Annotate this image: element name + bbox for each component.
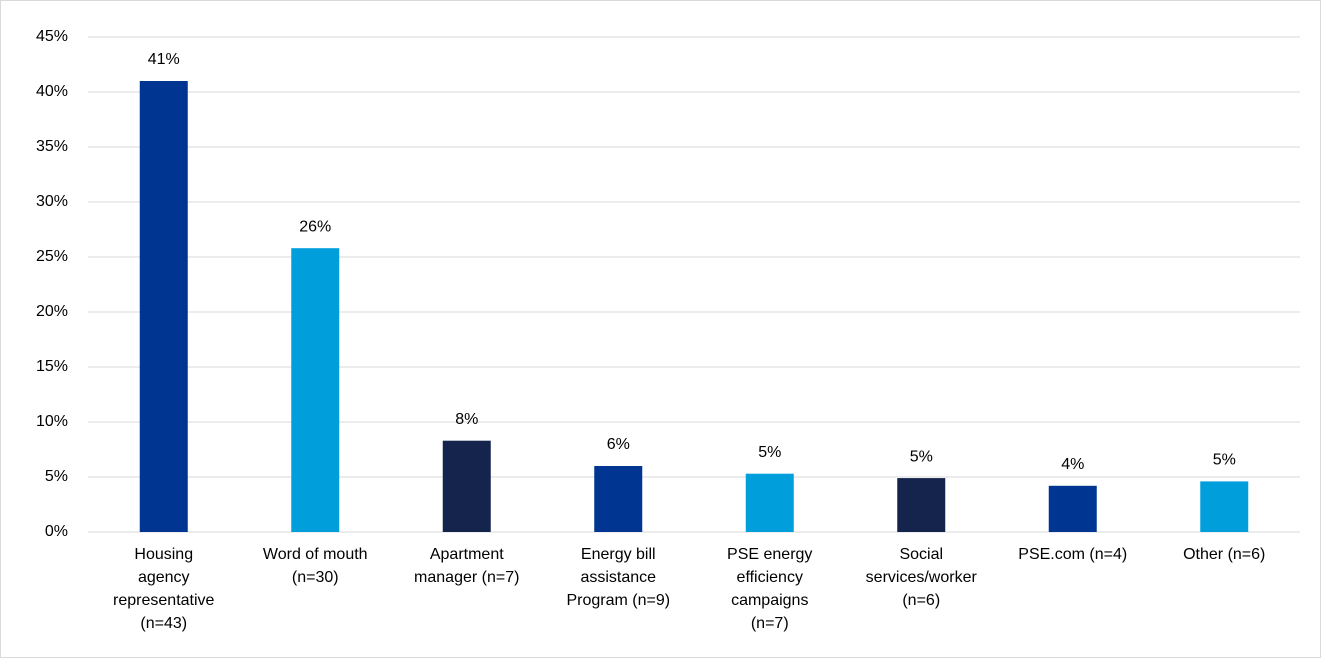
bar (1048, 485, 1097, 532)
y-tick-label: 25% (36, 248, 68, 265)
data-label: 41% (148, 51, 180, 68)
data-label: 5% (1213, 452, 1236, 469)
bar (897, 478, 946, 532)
bar (594, 466, 643, 532)
bar (139, 81, 188, 532)
y-tick-label: 35% (36, 138, 68, 155)
y-tick-label: 30% (36, 193, 68, 210)
x-tick-label: Housing agency representative (n=43) (113, 546, 215, 632)
x-tick-label: PSE energy efficiency campaigns (n=7) (727, 546, 813, 632)
y-tick-label: 10% (36, 413, 68, 430)
data-label: 6% (607, 436, 630, 453)
x-tick-label: Energy bill assistance Program (n=9) (566, 546, 671, 609)
bar (442, 440, 491, 532)
y-tick-label: 40% (36, 83, 68, 100)
data-label: 26% (299, 218, 331, 235)
y-tick-label: 20% (36, 303, 68, 320)
y-tick-label: 15% (36, 358, 68, 375)
data-label: 4% (1061, 456, 1084, 473)
x-tick-label: Word of mouth (n=30) (262, 546, 368, 586)
bar (745, 473, 794, 532)
x-tick-label: Apartment manager (n=7) (414, 546, 520, 586)
y-tick-label: 45% (36, 28, 68, 45)
x-tick-label: PSE.com (n=4) (1018, 546, 1128, 563)
data-label: 5% (758, 444, 781, 461)
x-tick-label: Social services/worker (n=6) (865, 546, 977, 609)
y-tick-label: 0% (45, 523, 68, 540)
data-label: 5% (910, 448, 933, 465)
bar (1200, 481, 1249, 532)
x-tick-label: Other (n=6) (1183, 546, 1266, 563)
y-tick-label: 5% (45, 468, 68, 485)
bar (291, 248, 340, 532)
data-label: 8% (455, 411, 478, 428)
